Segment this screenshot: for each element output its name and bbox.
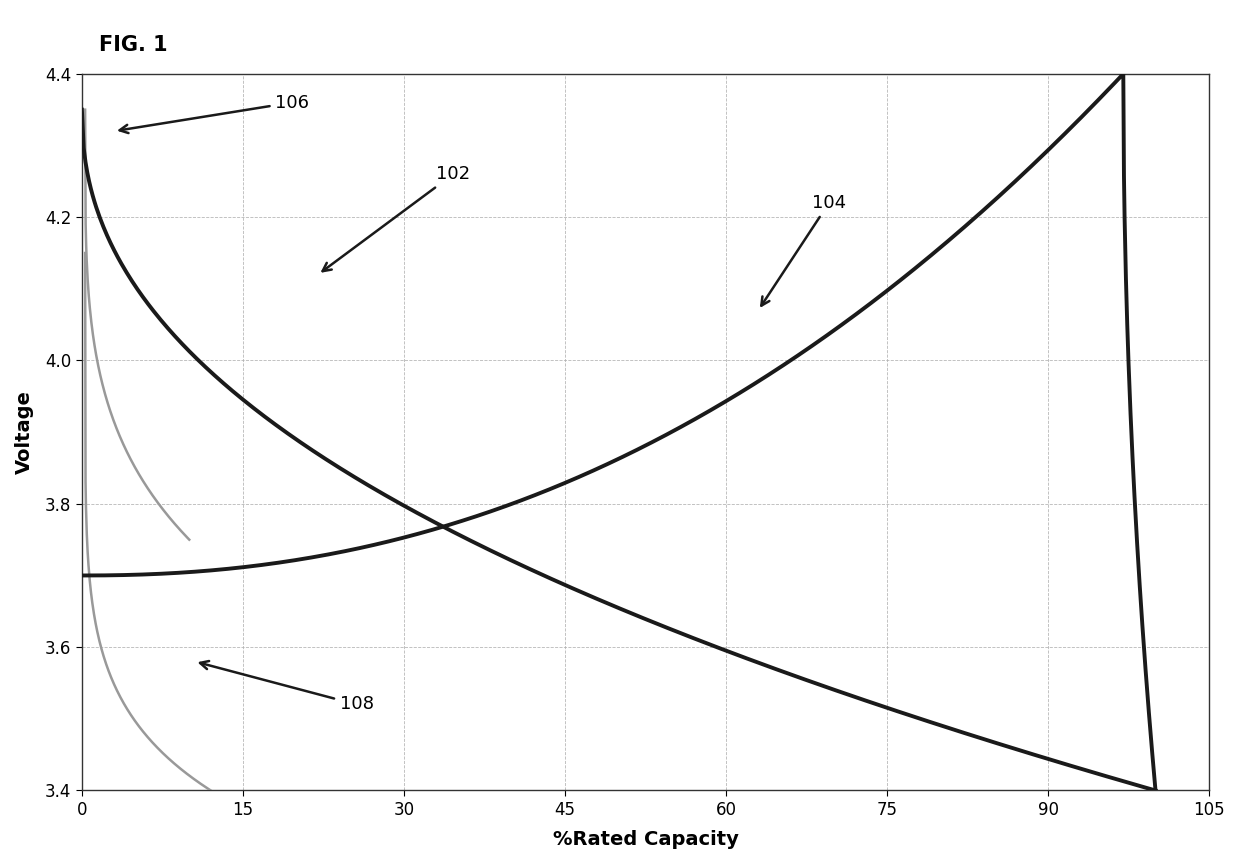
Text: 104: 104 — [761, 194, 846, 306]
Text: FIG. 1: FIG. 1 — [99, 35, 167, 54]
Text: 108: 108 — [200, 661, 373, 714]
Y-axis label: Voltage: Voltage — [15, 391, 33, 474]
Text: 106: 106 — [119, 93, 309, 133]
Text: 102: 102 — [322, 165, 470, 271]
X-axis label: %Rated Capacity: %Rated Capacity — [553, 830, 739, 849]
